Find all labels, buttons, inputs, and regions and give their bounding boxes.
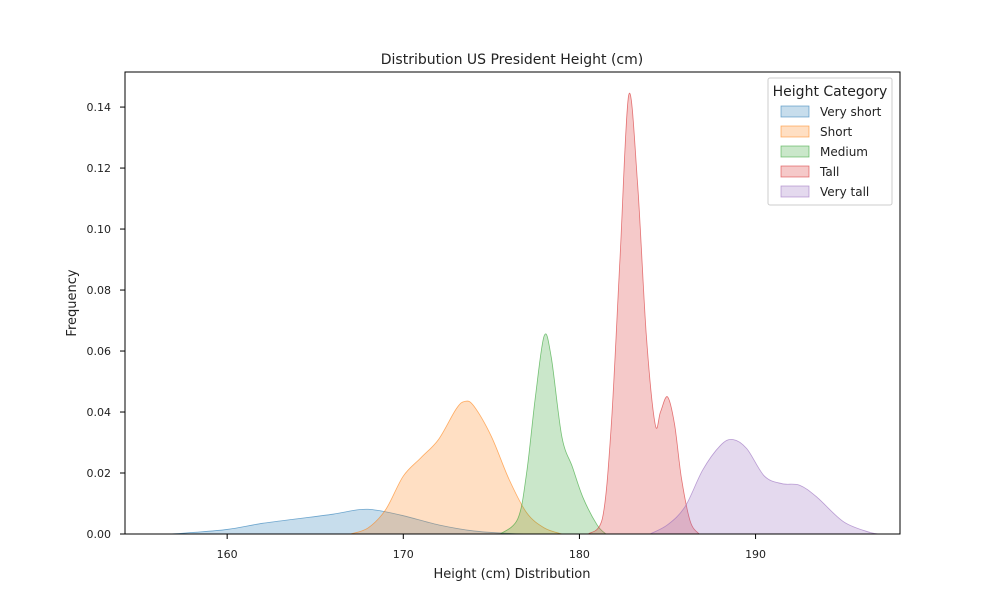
- x-tick-label: 160: [217, 548, 238, 561]
- y-tick-label: 0.10: [87, 223, 112, 236]
- y-tick-label: 0.00: [87, 528, 112, 541]
- legend-swatch-tall: [780, 165, 810, 178]
- y-axis-label: Frequency: [65, 269, 80, 336]
- legend: Height Category Very short Short Medium Tal…: [767, 77, 893, 206]
- y-tick-label: 0.12: [87, 162, 112, 175]
- x-axis-label: Height (cm) Distribution: [433, 567, 590, 582]
- series-short-area: [350, 400, 562, 535]
- series-very-tall-area: [649, 438, 879, 535]
- y-tick-label: 0.14: [87, 101, 112, 114]
- legend-swatch-short: [780, 125, 810, 138]
- legend-box: [767, 77, 893, 206]
- y-tick-label: 0.08: [87, 284, 112, 297]
- x-axis: 160 170 180 190: [217, 534, 766, 561]
- chart-title: Distribution US President Height (cm): [381, 52, 643, 68]
- series-layer: [170, 92, 879, 535]
- legend-swatch-medium: [780, 145, 810, 158]
- legend-title: Height Category: [773, 84, 888, 100]
- y-tick-label: 0.04: [87, 406, 112, 419]
- y-axis: 0.00 0.02 0.04 0.06 0.08 0.10 0.12 0.14: [87, 101, 125, 541]
- series-tall-area: [587, 92, 700, 535]
- legend-swatch-very-short: [780, 105, 810, 118]
- x-tick-label: 190: [745, 548, 766, 561]
- series-medium-area: [499, 333, 607, 535]
- y-tick-label: 0.06: [87, 345, 112, 358]
- y-tick-label: 0.02: [87, 467, 112, 480]
- series-very-short-area: [170, 508, 527, 535]
- legend-label-short: Short: [820, 125, 852, 139]
- legend-label-very-tall: Very tall: [820, 185, 869, 199]
- x-tick-label: 180: [569, 548, 590, 561]
- plot-frame: [124, 71, 901, 535]
- legend-swatch-very-tall: [780, 185, 810, 198]
- legend-label-medium: Medium: [820, 145, 868, 159]
- legend-label-very-short: Very short: [820, 105, 882, 119]
- legend-label-tall: Tall: [819, 165, 839, 179]
- x-tick-label: 170: [393, 548, 414, 561]
